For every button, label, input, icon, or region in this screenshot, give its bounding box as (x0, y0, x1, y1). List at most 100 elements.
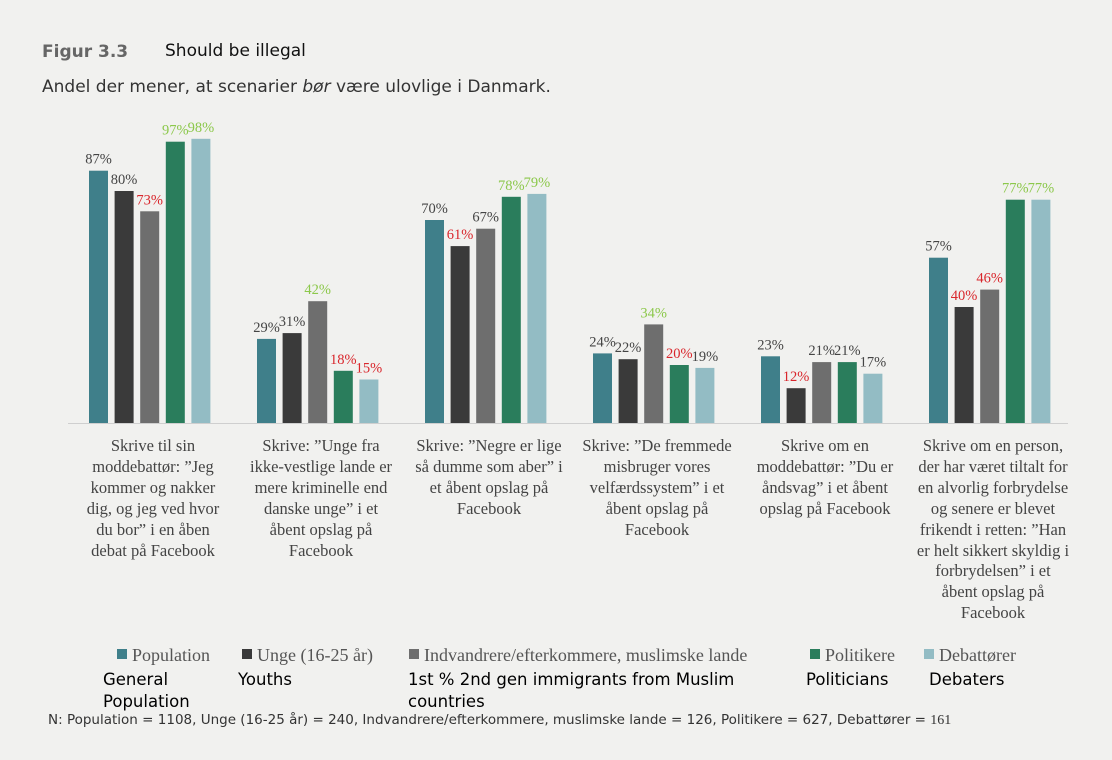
category-label-line: velfærdssystem” i et (589, 477, 725, 497)
category-label-line: der har været tiltalt for (918, 456, 1068, 476)
category-label-line: Skrive: ”Negre er lige (416, 436, 562, 455)
category-label-line: moddebattør: ”Du er (756, 456, 894, 476)
legend-swatch (810, 649, 820, 659)
data-label: 97% (162, 123, 189, 139)
category-label: Skrive til sin moddebattør: ”Jeg kommer og… (71, 436, 235, 561)
bar (476, 228, 496, 423)
bar (89, 170, 108, 423)
category-label-line: debat på Facebook (91, 540, 215, 560)
bar (114, 191, 134, 423)
category-label-line: åbent opslag på (605, 498, 709, 518)
legend-label: Indvandrere/efterkommere, muslimske land… (424, 645, 748, 665)
data-label: 57% (925, 239, 952, 255)
category-label: Skrive om en moddebattør: ”Du er åndsvag” … (743, 436, 907, 520)
data-label: 67% (472, 210, 499, 226)
category-label-line: åbent opslag på (269, 519, 373, 539)
bar (425, 220, 444, 423)
category-label-line: Skrive til sin (110, 436, 196, 455)
data-label: 40% (951, 288, 978, 304)
category-label-line: danske unge” i et (263, 498, 379, 518)
legend-translation-line: Politicians (806, 670, 889, 689)
bar (191, 138, 211, 424)
bar (644, 324, 664, 423)
category-label-line: åndsvag” i et åbent (762, 477, 888, 497)
bar (359, 379, 379, 423)
legend-item: Population (117, 645, 210, 666)
legend-item: Unge (16-25 år) (242, 645, 373, 666)
bar (695, 367, 715, 423)
category-label-line: Skrive: ”Unge fra (262, 436, 380, 455)
bar (165, 141, 185, 423)
bar (140, 211, 160, 423)
category-label-line: forbrydelsen” i et (935, 561, 1051, 581)
category-label-line: Skrive: ”De fremmede (582, 436, 732, 455)
data-label: 21% (834, 343, 861, 359)
category-label-line: du bor” i en åben (96, 519, 210, 539)
data-label: 22% (615, 340, 642, 356)
category-label-line: misbruger vores (603, 456, 711, 476)
bar (863, 373, 883, 423)
data-label: 78% (498, 178, 525, 194)
category-label-line: er helt sikkert skyldig i (916, 540, 1070, 560)
legend-swatch (409, 649, 419, 659)
subtitle-part-2: være ulovlige i Danmark. (330, 77, 551, 97)
category-label-line: Facebook (456, 498, 522, 518)
legend-swatch (117, 649, 127, 659)
data-label: 23% (757, 337, 784, 353)
category-label-line: opslag på Facebook (759, 498, 891, 518)
bar (669, 365, 689, 423)
footnote-last-value: 161 (930, 713, 952, 728)
category-label-line: Skrive om en (781, 436, 869, 455)
bar (786, 388, 806, 423)
data-label: 24% (589, 334, 616, 350)
bar (618, 359, 638, 423)
category-label-line: og senere er blevet (930, 498, 1056, 518)
data-label: 46% (976, 271, 1003, 287)
data-label: 29% (253, 320, 280, 336)
bar (593, 353, 612, 423)
bar (450, 246, 470, 423)
bar (308, 301, 328, 423)
bar-chart: 87% 80% 73% 97% 98% 29% 31% 42% 18%15% 70% 61%67% 7… (68, 120, 1068, 424)
category-label: Skrive: ”Negre er lige så dumme som aber”… (407, 436, 571, 520)
data-label: 15% (356, 361, 383, 377)
legend-translation: Debaters (929, 669, 1004, 691)
subtitle-part-1: Andel der mener, at scenarier (42, 77, 303, 97)
legend-translation: Politicians (806, 669, 889, 691)
category-label-line: en alvorlig forbrydelse (917, 477, 1069, 497)
category-label-line: Skrive om en person, (922, 436, 1064, 455)
legend-translation-line: Debaters (929, 670, 1005, 689)
legend-label: Population (132, 645, 211, 665)
footnote: N: Population = 1108, Unge (16-25 år) = … (48, 712, 951, 729)
legend-swatch (924, 649, 934, 659)
legend-label: Debattører (939, 645, 1016, 665)
category-label-line: kommer og nakker (90, 477, 216, 497)
data-label: 61% (447, 227, 474, 243)
data-label: 80% (111, 172, 138, 188)
chart-subtitle: Andel der mener, at scenarier bør være u… (42, 77, 551, 97)
legend-translation: General Population (103, 669, 190, 713)
bar (812, 362, 832, 423)
legend-swatch (242, 649, 252, 659)
data-label: 17% (860, 355, 887, 371)
legend-item: Indvandrere/efterkommere, muslimske land… (409, 645, 747, 666)
legend-label: Unge (16-25 år) (257, 645, 373, 665)
category-label-line: moddebattør: ”Jeg (92, 456, 214, 476)
legend-translation: 1st % 2nd gen immigrants from Muslim coun… (408, 669, 734, 713)
category-label-line: så dumme som aber” i (415, 456, 563, 476)
data-label: 70% (421, 201, 448, 217)
bar (761, 356, 780, 423)
bar (954, 307, 974, 423)
legend-translation-line: 1st % 2nd gen immigrants from Muslim (408, 670, 735, 689)
legend-item: Debattører (924, 645, 1016, 666)
category-label-line: åbent opslag på (941, 582, 1045, 602)
data-label: 19% (692, 349, 719, 365)
data-label: 87% (85, 152, 112, 168)
data-label: 21% (808, 343, 835, 359)
bar (282, 333, 302, 423)
bar (1031, 199, 1051, 423)
footnote-text: N: Population = 1108, Unge (16-25 år) = … (48, 712, 931, 728)
bar (333, 370, 353, 423)
data-label: 31% (279, 314, 306, 330)
bar (501, 196, 521, 423)
